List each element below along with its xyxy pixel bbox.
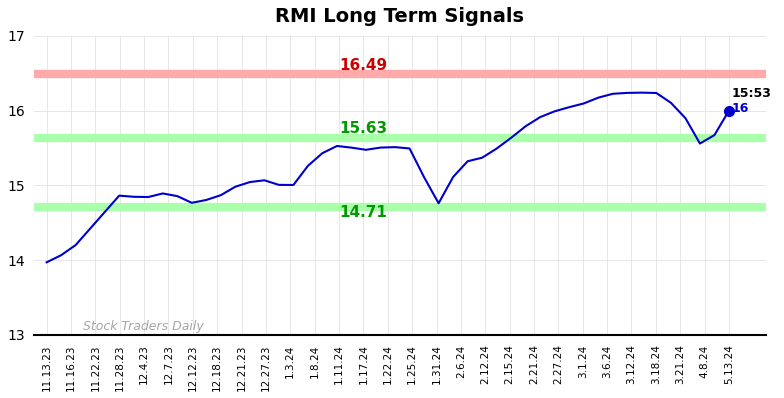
- Title: RMI Long Term Signals: RMI Long Term Signals: [275, 7, 524, 26]
- Text: 16: 16: [731, 102, 749, 115]
- Text: 15.63: 15.63: [339, 121, 387, 136]
- Text: 15:53: 15:53: [731, 87, 771, 100]
- Text: Stock Traders Daily: Stock Traders Daily: [83, 320, 204, 333]
- Text: 14.71: 14.71: [339, 205, 387, 220]
- Text: 16.49: 16.49: [339, 58, 387, 73]
